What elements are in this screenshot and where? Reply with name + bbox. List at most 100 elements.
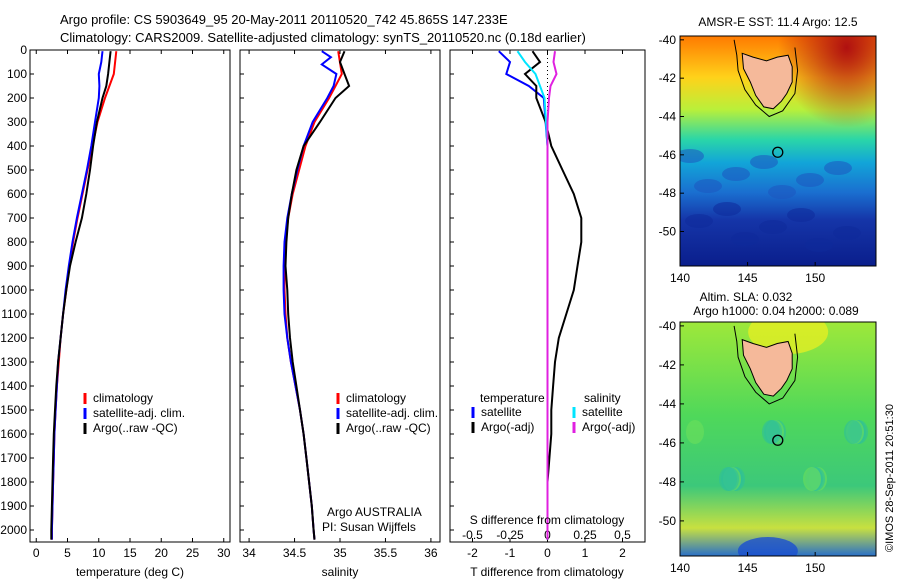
argo-float-marker [772,434,784,446]
map-frame [679,35,877,267]
y-tick-label: -44 [659,110,677,124]
legend-entry: satellite [582,405,623,419]
map-frame [679,321,877,557]
y-tick-label: 1000 [0,283,27,297]
x-tick-label: 150 [805,561,825,575]
x-tick-label: 34 [242,546,256,560]
x-tick-label: 15 [123,546,137,560]
x-tick-label: 150 [805,271,825,285]
salinity-tick-label: 0.5 [614,528,631,542]
argo-float-marker [772,146,784,158]
y-tick-label: -40 [659,33,677,47]
map-field [680,322,876,556]
sst-map-title: AMSR-E SST: 11.4 Argo: 12.5 [698,15,858,29]
y-tick-label: 100 [7,67,27,81]
y-tick-label: -50 [659,514,677,528]
series-group [50,51,118,540]
y-tick-label: 500 [7,163,27,177]
sla-high [748,322,829,354]
tasmania-land [741,338,793,397]
legend-entry: Argo(..raw -QC) [93,421,178,435]
series-line-3 [546,51,558,540]
sst-eddy [694,179,722,193]
series-group [282,50,351,540]
y-tick-label: 900 [7,259,27,273]
legend-entry: Argo(-adj) [582,420,635,434]
y-tick-label: -42 [659,71,677,85]
plot-title-line2: Climatology: CARS2009. Satellite-adjuste… [60,30,586,45]
y-tick-label: 1600 [0,427,27,441]
sla-eddy [803,467,821,491]
legend-entry: satellite-adj. clim. [93,406,185,420]
x-tick-label: 35 [333,546,347,560]
x-tick-label: 145 [738,271,758,285]
sla-low [737,537,798,556]
x-tick-label: 0 [33,546,40,560]
salinity-annotation-line2: PI: Susan Wijffels [322,520,416,534]
y-tick-label: 600 [7,187,27,201]
shelf-contour [733,39,799,118]
y-tick-label: -42 [659,358,677,372]
plot-title-line1: Argo profile: CS 5903649_95 20-May-2011 … [60,12,508,27]
legend-entry: Argo(-adj) [481,420,534,434]
series-line-0 [50,51,118,540]
series-group [498,50,583,540]
sst-eddy [713,202,741,216]
y-tick-label: 1900 [0,499,27,513]
y-tick-label: 1800 [0,475,27,489]
sst-eddy [759,220,787,234]
y-tick-label: 300 [7,115,27,129]
sst-eddy [824,161,852,175]
sst-eddy [731,232,759,246]
y-tick-label: 2000 [0,523,27,537]
salinity-tick-label: -0.5 [462,528,483,542]
y-tick-label: 200 [7,91,27,105]
plot-frame [239,49,441,543]
x-tick-label: 1 [582,546,589,560]
x-tick-label: 36 [424,546,438,560]
series-line-1 [50,51,104,540]
y-tick-label: 0 [20,43,27,57]
legend-entry: Argo(..raw -QC) [346,421,431,435]
y-tick-label: -40 [659,319,677,333]
salinity-tick-label: 0.25 [573,528,597,542]
sst-eddy [685,214,713,228]
x-tick-label: 30 [217,546,231,560]
x-tick-label: 34.5 [283,546,307,560]
sla-eddy [719,467,737,491]
temperature-panel: 0 5 10 15 20 25 300100200300400500600700800900… [0,43,230,560]
x-tick-label: 145 [738,561,758,575]
series-line-1 [523,50,583,540]
x-tick-label: -2 [467,546,478,560]
sst-eddy [833,226,861,240]
legend-entry: climatology [346,391,406,405]
salinity-xlabel: salinity [322,565,359,579]
x-tick-label: 20 [155,546,169,560]
plot-frame [29,49,231,543]
sla-map-panel: 140 145 150 -40 -42 -44 -46 -48 -50 [659,319,877,575]
y-tick-label: -44 [659,397,677,411]
y-tick-label: 1200 [0,331,27,345]
sst-eddy [796,173,824,187]
y-tick-label: 700 [7,211,27,225]
y-tick-label: 1300 [0,355,27,369]
y-tick-label: -48 [659,186,677,200]
y-tick-label: 1400 [0,379,27,393]
legend-title-temperature: temperature [480,391,545,405]
difference-xlabel: T difference from climatology [470,565,624,579]
legend-entry: climatology [93,391,153,405]
series-line-0 [283,51,343,540]
sla-eddy [844,420,862,444]
series-line-2 [516,50,549,540]
x-tick-label: 5 [64,546,71,560]
y-tick-label: 400 [7,139,27,153]
tasmania-land [741,52,793,110]
sla-eddy [686,420,704,444]
x-tick-label: 35.5 [374,546,398,560]
sst-eddy [750,155,778,169]
y-tick-label: 800 [7,235,27,249]
salinity-annotation-line1: Argo AUSTRALIA [327,505,422,519]
y-tick-label: -46 [659,436,677,450]
legend-title-salinity: salinity [584,391,621,405]
